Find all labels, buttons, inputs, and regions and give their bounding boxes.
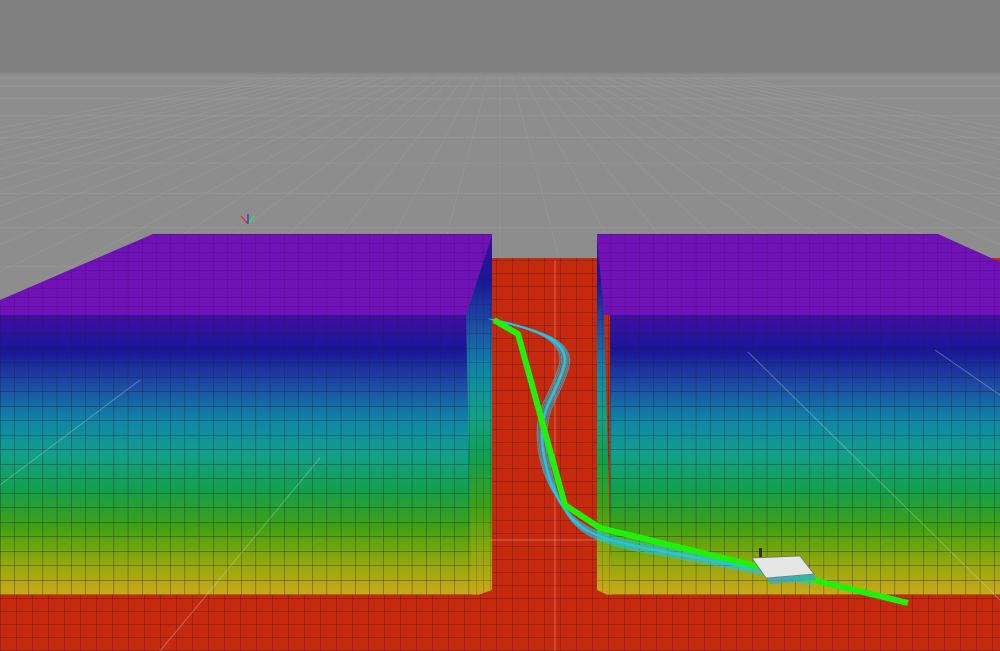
ground-grid-line bbox=[679, 77, 1000, 161]
ground-grid-line bbox=[0, 77, 405, 272]
ground-grid-line bbox=[0, 77, 357, 193]
left-block-front-grid bbox=[0, 315, 472, 597]
ground-grid-line bbox=[0, 77, 261, 129]
ground-grid-line bbox=[727, 77, 1000, 134]
ground-grid-line bbox=[739, 77, 1000, 129]
left-block-side-grid bbox=[466, 234, 492, 597]
ground-grid-line bbox=[0, 77, 285, 139]
robot-base-shadow bbox=[766, 574, 816, 584]
global-plan-path bbox=[492, 317, 909, 606]
ground-grid-line bbox=[631, 77, 1000, 207]
ground-grid-line bbox=[0, 77, 393, 246]
ground-grid-line bbox=[0, 77, 369, 207]
map-floor-near bbox=[0, 595, 1000, 651]
ground-grid-line bbox=[607, 77, 1000, 246]
robot-model bbox=[751, 548, 816, 584]
ground-grid-line bbox=[0, 77, 321, 161]
local-trajectory bbox=[488, 318, 810, 576]
ground-grid-line bbox=[655, 77, 1000, 180]
local-trajectory bbox=[495, 319, 812, 583]
ground-grid-line bbox=[667, 77, 1000, 170]
tf-axes-marker bbox=[240, 214, 255, 225]
local-trajectory bbox=[491, 319, 811, 579]
obstacle-block-right bbox=[597, 234, 1000, 597]
ground-grid-line bbox=[715, 77, 1000, 139]
ground-grid-line bbox=[0, 77, 297, 146]
right-block-front-grid bbox=[610, 315, 1000, 597]
ground-grid-line bbox=[0, 77, 309, 153]
obstacle-block-left bbox=[0, 234, 492, 597]
right-block-top bbox=[597, 234, 1000, 315]
world-grid-overlay bbox=[0, 260, 1000, 651]
right-block-side-grid bbox=[597, 234, 612, 597]
ground-grid-line bbox=[619, 77, 1000, 224]
ground-grid-line bbox=[0, 77, 381, 224]
ground-grid-line bbox=[643, 77, 1000, 193]
ground-grid-line bbox=[703, 77, 1000, 146]
ground-grid-line bbox=[9, 77, 417, 301]
ground-grid-line bbox=[0, 77, 333, 170]
local-trajectory bbox=[496, 320, 812, 584]
robot-sensor-mast bbox=[759, 548, 762, 557]
left-block-top bbox=[0, 234, 492, 315]
local-trajectory bbox=[490, 318, 810, 578]
ground-grid-line bbox=[0, 77, 273, 134]
local-trajectory bbox=[492, 318, 812, 582]
ground-grid-line bbox=[0, 77, 345, 180]
ground-grid-line bbox=[691, 77, 1000, 153]
